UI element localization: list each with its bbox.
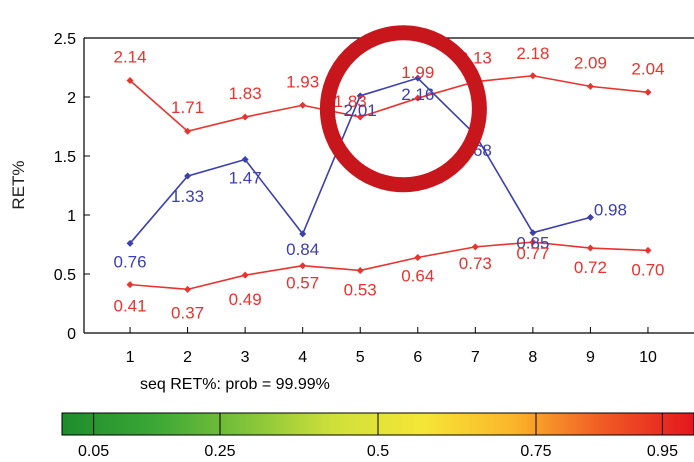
data-point: [184, 285, 192, 293]
data-label: 2.16: [401, 85, 434, 104]
data-label: 0.53: [344, 280, 377, 299]
data-label: 1.93: [286, 72, 319, 91]
x-tick-label: 6: [413, 349, 422, 366]
data-point: [414, 253, 422, 261]
data-point: [241, 271, 249, 279]
x-tick-label: 5: [356, 349, 365, 366]
data-label: 0.84: [286, 240, 319, 259]
x-tick-label: 1: [126, 349, 135, 366]
data-label: 0.76: [113, 252, 146, 271]
data-label: 0.57: [286, 274, 319, 293]
colorbar-tick-label: 0.95: [647, 443, 678, 460]
data-label: 1.47: [229, 169, 262, 188]
data-label: 0.70: [631, 260, 664, 279]
y-tick-label: 1: [67, 208, 76, 225]
x-tick-label: 7: [471, 349, 480, 366]
y-tick-label: 0: [67, 326, 76, 343]
data-label: 2.09: [574, 53, 607, 72]
y-tick-label: 2.5: [54, 31, 76, 48]
y-ticks: 0 0.5 1 1.5 2 2.5: [54, 31, 90, 343]
series-group: [126, 72, 652, 293]
colorbar-tick-label: 0.25: [204, 443, 235, 460]
data-point: [529, 229, 537, 237]
data-label: 0.73: [459, 254, 492, 273]
data-point: [356, 266, 364, 274]
x-tick-label: 4: [298, 349, 307, 366]
series-line-1: [129, 74, 649, 133]
y-axis-label: RET%: [9, 160, 28, 209]
colorbar-tick-label: 0.75: [520, 443, 551, 460]
data-label: 1.83: [229, 84, 262, 103]
data-point: [644, 88, 652, 96]
data-label: 1.83: [334, 92, 367, 111]
data-label: 2.14: [113, 47, 146, 66]
data-label: 0.72: [574, 258, 607, 277]
data-label: 1.71: [171, 98, 204, 117]
data-point: [471, 243, 479, 251]
x-tick-label: 3: [241, 349, 250, 366]
x-tick-label: 8: [528, 349, 537, 366]
colorbar-tick-label: 0.5: [367, 443, 389, 460]
data-labels: 2.141.711.831.931.831.992.13 2.182.09 2.04…: [113, 44, 664, 323]
data-point: [586, 244, 594, 252]
data-label: 0.49: [229, 290, 262, 309]
data-point: [241, 156, 249, 164]
data-label: 1.33: [171, 187, 204, 206]
x-tick-label: 9: [586, 349, 595, 366]
data-point: [414, 74, 422, 82]
data-point: [299, 262, 307, 270]
colorbar-ticks: 0.05 0.25 0.5 0.75 0.95: [78, 413, 678, 460]
data-point: [356, 113, 364, 121]
data-label: 0.37: [171, 303, 204, 322]
y-tick-label: 1.5: [54, 149, 76, 166]
y-tick-label: 0.5: [54, 267, 76, 284]
data-point: [241, 113, 249, 121]
data-label: 1.99: [401, 63, 434, 82]
data-point: [414, 94, 422, 102]
x-ticks: 1 2 3 4 5 6 7 8 9 10: [126, 327, 657, 366]
data-label: 0.85: [516, 234, 549, 253]
data-label: 2.18: [516, 44, 549, 63]
data-point: [529, 72, 537, 80]
data-point: [126, 76, 134, 84]
data-point: [586, 213, 594, 221]
data-point: [184, 127, 192, 135]
data-point: [126, 281, 134, 289]
data-point: [356, 92, 364, 100]
x-tick-label: 2: [183, 349, 192, 366]
data-point: [184, 172, 192, 180]
y-tick-label: 2: [67, 90, 76, 107]
data-point: [126, 239, 134, 247]
data-point: [644, 246, 652, 254]
annotation-text: seq RET%: prob = 99.99%: [140, 376, 330, 393]
data-label: 0.41: [113, 297, 146, 316]
data-label: 2.04: [631, 59, 664, 78]
data-point: [529, 238, 537, 246]
data-label: 0.64: [401, 266, 434, 285]
colorbar-tick-label: 0.05: [78, 443, 109, 460]
data-label: 0.77: [516, 244, 549, 263]
highlight-ring: [319, 25, 487, 193]
x-tick-label: 10: [639, 349, 657, 366]
series-line-3: [129, 241, 648, 291]
data-label: 0.98: [594, 200, 627, 219]
data-point: [586, 82, 594, 90]
data-label: 2.01: [344, 101, 377, 120]
data-point: [299, 230, 307, 238]
data-point: [299, 101, 307, 109]
